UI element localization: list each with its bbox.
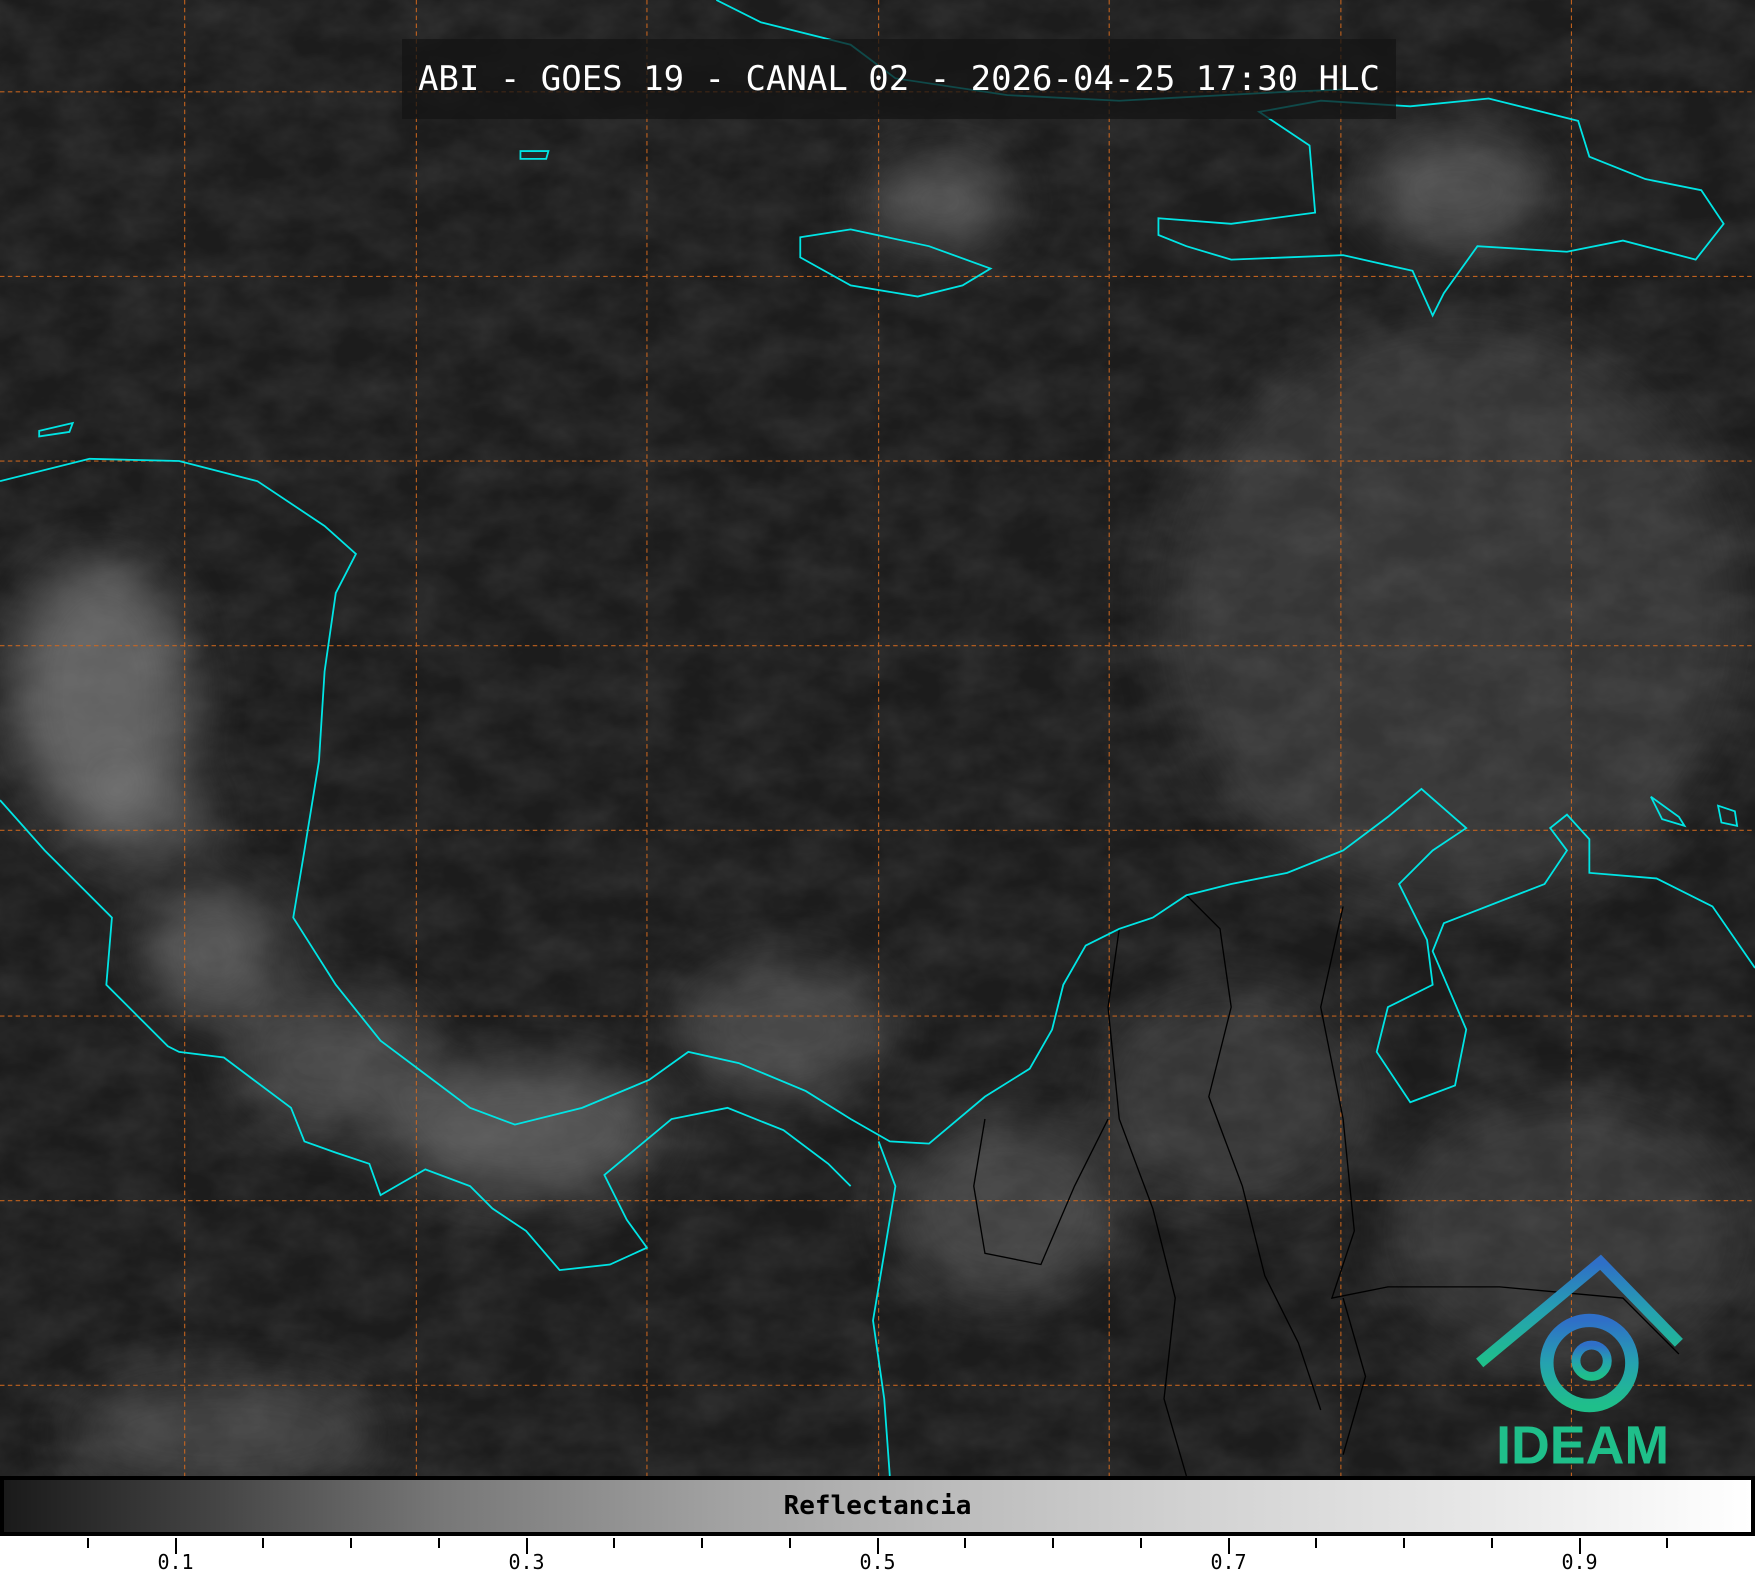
colorbar-minor-tick [613,1538,616,1548]
colorbar-major-tick [174,1538,177,1554]
lat-lon-grid [0,0,1755,1476]
colorbar-minor-tick [701,1538,703,1548]
coastlines [0,0,1755,1476]
colorbar-minor-tick [86,1538,89,1548]
colorbar-minor-tick [350,1538,352,1548]
colorbar-major-tick [525,1538,528,1554]
colorbar-minor-tick [1052,1538,1054,1548]
colorbar-minor-tick [437,1538,440,1548]
colorbar-minor-tick [1403,1538,1405,1548]
colorbar-major-tick [1227,1538,1230,1554]
colorbar-tick-label: 0.1 [157,1550,194,1574]
logo-roof [1476,1254,1683,1368]
colorbar-major-tick [876,1538,879,1554]
satellite-map: IDEAM [0,0,1755,1476]
ideam-logo: IDEAM [1476,1254,1683,1476]
cloud-masses [11,134,1747,1476]
colorbar-minor-tick [1666,1538,1669,1548]
colorbar-tick-label: 0.9 [1561,1550,1598,1574]
image-title: ABI - GOES 19 - CANAL 02 - 2026-04-25 17… [402,39,1396,119]
colorbar-minor-tick [1490,1538,1493,1548]
colorbar-minor-tick [964,1538,967,1548]
country-borders [973,894,1680,1476]
colorbar-label: Reflectancia [783,1491,972,1521]
colorbar-tick-label: 0.7 [1210,1550,1247,1574]
logo-text: IDEAM [1496,1416,1669,1476]
colorbar-tick-label: 0.5 [859,1550,896,1574]
colorbar-tick-label: 0.3 [508,1550,545,1574]
logo-spiral-core [1571,1340,1612,1381]
colorbar-minor-tick [1315,1538,1318,1548]
logo-spiral [1540,1313,1639,1413]
colorbar: Reflectancia [2,1478,1753,1534]
colorbar-minor-tick [262,1538,265,1548]
colorbar-minor-tick [1139,1538,1142,1548]
colorbar-minor-tick [788,1538,791,1548]
colorbar-major-tick [1578,1538,1581,1554]
